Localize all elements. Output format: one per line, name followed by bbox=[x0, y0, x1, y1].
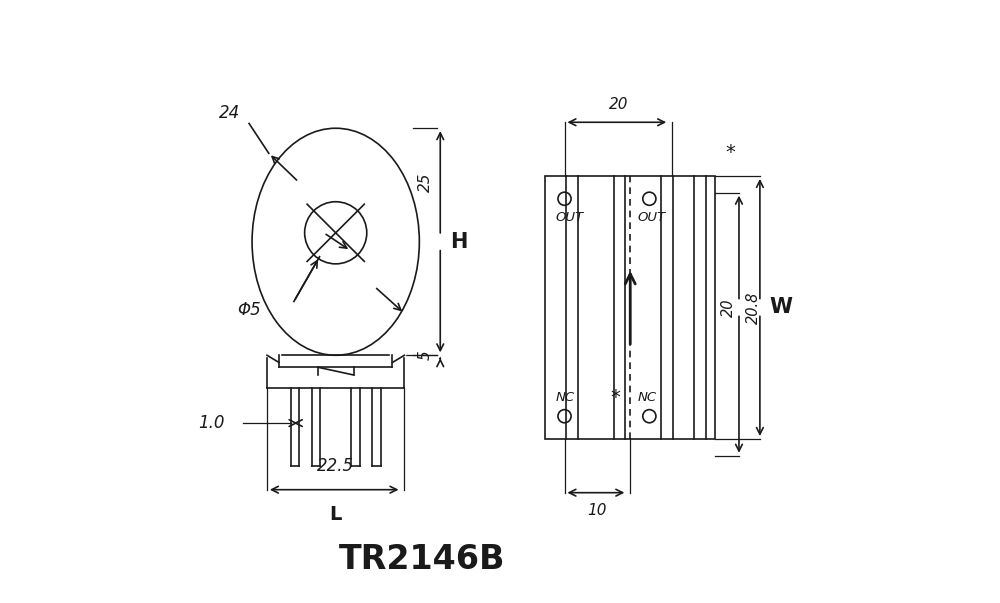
Text: OUT: OUT bbox=[637, 212, 666, 224]
Text: TR2146B: TR2146B bbox=[339, 543, 506, 576]
Text: 22.5: 22.5 bbox=[317, 456, 354, 475]
Text: *: * bbox=[610, 388, 620, 406]
Text: L: L bbox=[330, 505, 342, 523]
Text: W: W bbox=[769, 297, 792, 317]
Text: Φ5: Φ5 bbox=[237, 302, 261, 320]
Text: 20.8: 20.8 bbox=[746, 291, 761, 324]
Text: NC: NC bbox=[556, 391, 575, 403]
Text: H: H bbox=[450, 232, 467, 252]
Bar bbox=[545, 176, 715, 439]
Text: 10: 10 bbox=[588, 504, 607, 519]
Text: 20: 20 bbox=[721, 298, 736, 317]
Text: 5: 5 bbox=[418, 350, 433, 360]
Text: OUT: OUT bbox=[556, 212, 584, 224]
Text: 20: 20 bbox=[609, 96, 628, 112]
Text: *: * bbox=[725, 143, 735, 162]
Text: 24: 24 bbox=[219, 104, 240, 122]
Text: NC: NC bbox=[637, 391, 657, 403]
Text: 25: 25 bbox=[418, 172, 433, 192]
Text: 1.0: 1.0 bbox=[199, 414, 225, 432]
